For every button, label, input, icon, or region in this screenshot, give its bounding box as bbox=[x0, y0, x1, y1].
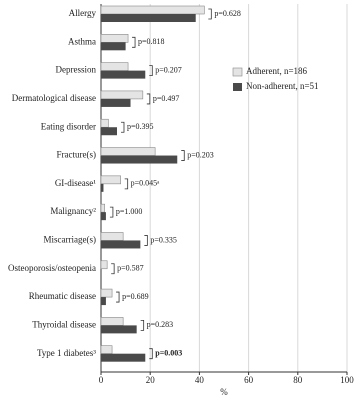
category-label: Miscarriage(s) bbox=[44, 235, 96, 245]
category-label: Malignancy² bbox=[50, 206, 96, 216]
x-tick-label: 40 bbox=[195, 375, 205, 385]
x-axis-label: % bbox=[220, 387, 228, 397]
p-value: p=0.203 bbox=[187, 150, 214, 159]
bracket bbox=[124, 178, 129, 190]
x-tick-label: 0 bbox=[99, 375, 104, 385]
category-label: Osteoporosis/osteopenia bbox=[8, 263, 96, 273]
legend-swatch bbox=[232, 67, 243, 77]
bar bbox=[100, 175, 121, 185]
category-label: Dermatological disease bbox=[12, 93, 96, 103]
bar bbox=[101, 127, 117, 136]
x-tick-label: 80 bbox=[293, 375, 303, 385]
bracket bbox=[109, 206, 114, 218]
bar bbox=[101, 155, 178, 164]
category-label: Thyroidal disease bbox=[32, 319, 96, 329]
bar bbox=[100, 345, 113, 354]
bar bbox=[100, 90, 144, 100]
legend-label: Non-adherent, n=51 bbox=[246, 81, 319, 91]
x-tick-label: 100 bbox=[340, 375, 354, 385]
p-value: p=0.283 bbox=[147, 320, 174, 329]
category-label: Fracture(s) bbox=[57, 150, 96, 160]
bracket bbox=[149, 65, 153, 77]
bar bbox=[101, 325, 137, 334]
bracket bbox=[146, 93, 151, 105]
bar bbox=[100, 203, 105, 213]
p-value: p=0.497 bbox=[153, 94, 180, 103]
p-value: p=1.000 bbox=[116, 207, 143, 216]
category-label: Rheumatic disease bbox=[29, 291, 96, 301]
category-label: Allergy bbox=[69, 8, 97, 18]
p-value: p=0.689 bbox=[122, 292, 149, 301]
category-label: GI-disease¹ bbox=[55, 178, 96, 188]
bracket bbox=[132, 36, 136, 48]
bar bbox=[100, 34, 129, 43]
bar bbox=[101, 353, 146, 362]
category-label: Depression bbox=[56, 65, 97, 75]
legend-label: Adherent, n=186 bbox=[246, 66, 308, 76]
bar bbox=[101, 183, 104, 192]
p-value: p=0.045ᵃ bbox=[131, 179, 161, 188]
p-value: p=0.335 bbox=[150, 235, 177, 244]
bar bbox=[100, 147, 156, 156]
p-value: p=0.587 bbox=[117, 264, 144, 273]
bracket bbox=[140, 319, 145, 331]
bar bbox=[100, 118, 109, 128]
bracket bbox=[149, 348, 153, 360]
bracket bbox=[116, 291, 120, 303]
x-tick-label: 60 bbox=[244, 375, 254, 385]
p-value: p=0.003 bbox=[155, 349, 182, 358]
p-value: p=0.628 bbox=[214, 9, 241, 18]
bar bbox=[101, 14, 196, 22]
bar bbox=[100, 260, 108, 270]
bracket bbox=[208, 8, 212, 20]
bracket bbox=[120, 121, 125, 133]
bar bbox=[101, 98, 131, 107]
legend-swatch bbox=[233, 83, 242, 91]
category-label: Eating disorder bbox=[41, 121, 96, 131]
bar bbox=[100, 62, 129, 71]
bar bbox=[101, 70, 146, 79]
bar bbox=[101, 240, 141, 249]
x-tick-label: 20 bbox=[146, 375, 156, 385]
bar bbox=[101, 297, 106, 306]
category-label: Type 1 diabetes³ bbox=[37, 348, 96, 358]
bracket bbox=[111, 263, 115, 275]
p-value: p=0.395 bbox=[127, 122, 154, 131]
bracket bbox=[181, 150, 185, 161]
bar bbox=[100, 317, 124, 326]
category-label: Asthma bbox=[68, 36, 96, 46]
bar bbox=[100, 288, 113, 298]
bar bbox=[100, 232, 124, 241]
p-value: p=0.207 bbox=[155, 65, 182, 74]
bracket bbox=[144, 235, 148, 246]
p-value: p=0.818 bbox=[138, 37, 165, 46]
bar bbox=[101, 212, 106, 221]
bar bbox=[101, 42, 126, 51]
bar bbox=[100, 5, 205, 15]
